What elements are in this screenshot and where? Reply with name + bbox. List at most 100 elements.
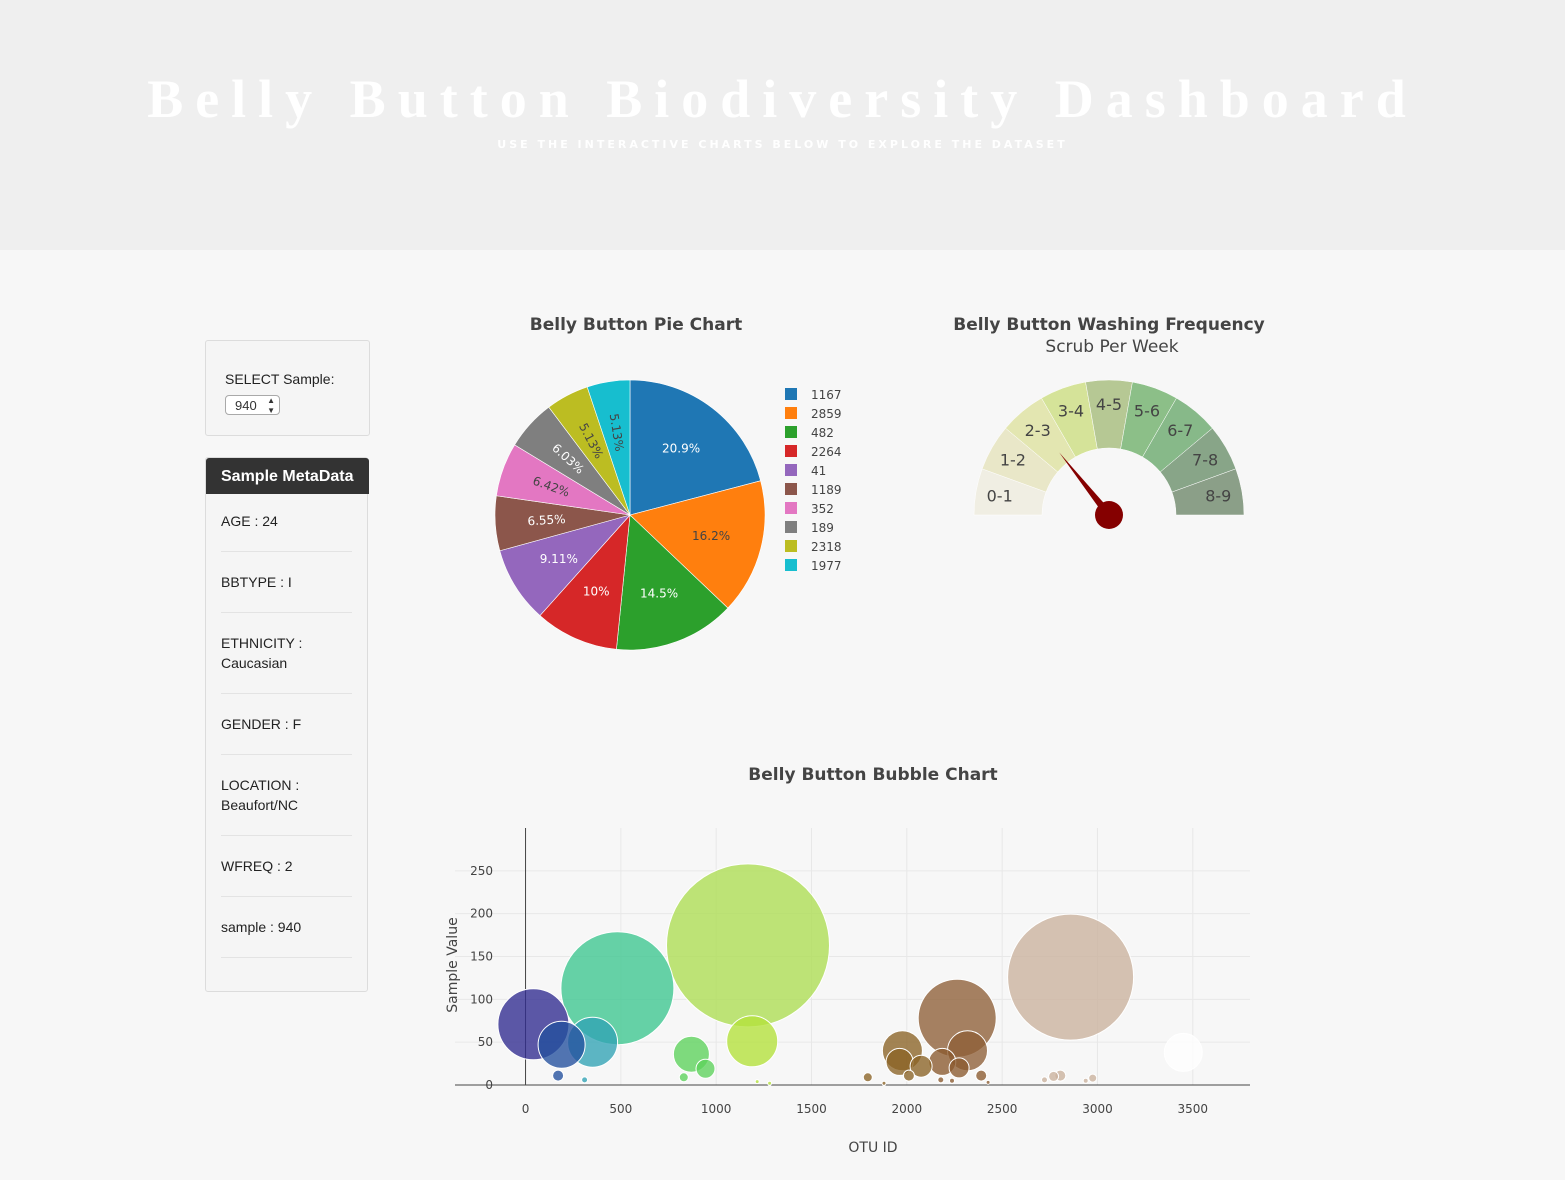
x-tick-label: 500: [609, 1102, 632, 1116]
bubble-point: [1048, 1070, 1060, 1082]
y-tick-label: 100: [470, 992, 493, 1006]
bubble-y-axis-label: Sample Value: [445, 917, 461, 1012]
bubble-point: [754, 1079, 760, 1085]
legend-swatch: [785, 426, 797, 438]
pie-slice: [616, 514, 729, 651]
gauge-subtitle: Scrub Per Week: [1045, 337, 1178, 357]
legend-label: 41: [811, 464, 826, 478]
bubble-point: [862, 1072, 873, 1083]
bubble-chart[interactable]: 0 500 1000 1500 2000 2500 3000 3500050100150200…: [455, 828, 1250, 1116]
bubble-point: [949, 1077, 955, 1084]
metadata-divider: [221, 612, 352, 613]
pie-slice: [629, 379, 761, 516]
page-subtitle: USE THE INTERACTIVE CHARTS BELOW TO EXPL…: [497, 138, 1068, 151]
pie-percent-label: 10%: [583, 585, 610, 599]
bubble-point: [948, 1057, 970, 1079]
pie-slice: [539, 514, 631, 650]
metadata-item: AGE : 24: [221, 513, 278, 529]
bubble-point: [726, 1015, 779, 1068]
bubble-point: [678, 1072, 689, 1083]
x-tick-label: 1500: [796, 1102, 827, 1116]
bubble-point: [552, 1069, 565, 1082]
bubble-point: [937, 1076, 945, 1084]
gauge-sector-label: 5-6: [1134, 402, 1160, 421]
metadata-item: ETHNICITY : Caucasian: [221, 635, 303, 671]
gauge-sector-label: 8-9: [1205, 487, 1231, 506]
bubble-point: [902, 1069, 915, 1082]
gauge-sector-label: 6-7: [1167, 421, 1193, 440]
x-tick-label: 0: [522, 1102, 530, 1116]
metadata-item: BBTYPE : I: [221, 574, 292, 590]
metadata-item: sample : 940: [221, 919, 302, 935]
pie-legend[interactable]: 1167 2859 482 2264 41 1189 352 189 2318 1977: [785, 388, 842, 573]
metadata-title: Sample MetaData: [206, 458, 369, 494]
legend-label: 2318: [811, 540, 842, 554]
legend-swatch: [785, 540, 797, 552]
gauge-needle-hub: [1095, 501, 1123, 529]
gauge-chart[interactable]: 0-1 1-2 2-3 3-4 4-5 5-6 6-7 7-8 8-9: [973, 379, 1245, 529]
gauge-sector: [1171, 468, 1245, 516]
metadata-divider: [221, 551, 352, 552]
pie-slice: [629, 480, 766, 609]
pie-percent-label: 20.9%: [662, 442, 700, 456]
gauge-title: Belly Button Washing Frequency: [953, 315, 1265, 335]
bubble-x-axis-label: OTU ID: [848, 1140, 897, 1156]
x-tick-label: 2000: [892, 1102, 923, 1116]
hero-banner: Belly Button Biodiversity Dashboard USE …: [0, 0, 1565, 250]
metadata-divider: [221, 693, 352, 694]
pie-chart[interactable]: 20.9%16.2%14.5%10%9.11%6.55%6.42%6.03%5.…: [494, 379, 766, 651]
gauge-sector-label: 1-2: [1000, 451, 1026, 470]
pie-chart-title: Belly Button Pie Chart: [530, 315, 742, 335]
legend-swatch: [785, 464, 797, 476]
legend-label: 189: [811, 521, 834, 535]
legend-label: 1167: [811, 388, 842, 402]
bubble-point: [1041, 1076, 1048, 1084]
legend-swatch: [785, 445, 797, 457]
bubble-point: [1163, 1032, 1203, 1072]
sample-select[interactable]: 940 ▲ ▼: [225, 395, 280, 415]
bubble-point: [909, 1054, 933, 1078]
gauge-sector-label: 0-1: [987, 487, 1013, 506]
legend-label: 482: [811, 426, 834, 440]
bubble-point: [666, 863, 830, 1028]
gauge-sector-label: 4-5: [1096, 395, 1122, 414]
bubble-point: [1007, 913, 1135, 1041]
metadata-divider: [221, 957, 352, 958]
bubble-point: [537, 1020, 586, 1069]
gauge-sector-label: 3-4: [1058, 402, 1084, 421]
legend-label: 1189: [811, 483, 842, 497]
sample-select-value: 940: [235, 398, 257, 413]
legend-swatch: [785, 407, 797, 419]
x-tick-label: 1000: [701, 1102, 732, 1116]
y-tick-label: 250: [470, 864, 493, 878]
bubble-point: [1088, 1073, 1098, 1083]
metadata-divider: [221, 896, 352, 897]
legend-label: 1977: [811, 559, 842, 573]
metadata-item: LOCATION : Beaufort/NC: [221, 777, 300, 813]
legend-swatch: [785, 559, 797, 571]
gauge-needle: [1059, 452, 1113, 518]
sample-select-panel: SELECT Sample: 940 ▲ ▼: [205, 340, 370, 436]
metadata-divider: [221, 754, 352, 755]
metadata-item: GENDER : F: [221, 716, 302, 732]
y-tick-label: 50: [478, 1035, 493, 1049]
metadata-item: WFREQ : 2: [221, 858, 293, 874]
x-tick-label: 3000: [1082, 1102, 1113, 1116]
metadata-divider: [221, 835, 352, 836]
gauge-sector-label: 2-3: [1025, 421, 1051, 440]
y-tick-label: 200: [470, 907, 493, 921]
legend-label: 2264: [811, 445, 842, 459]
legend-swatch: [785, 521, 797, 533]
legend-swatch: [785, 483, 797, 495]
legend-label: 352: [811, 502, 834, 516]
bubble-point: [1082, 1077, 1089, 1084]
x-tick-label: 2500: [987, 1102, 1018, 1116]
y-tick-label: 150: [470, 950, 493, 964]
pie-percent-label: 9.11%: [540, 552, 578, 566]
pie-percent-label: 6.55%: [527, 512, 566, 528]
gauge-sector-label: 7-8: [1192, 451, 1218, 470]
bubble-point: [985, 1079, 991, 1085]
bubble-point: [881, 1080, 887, 1086]
bubble-point: [767, 1080, 773, 1086]
